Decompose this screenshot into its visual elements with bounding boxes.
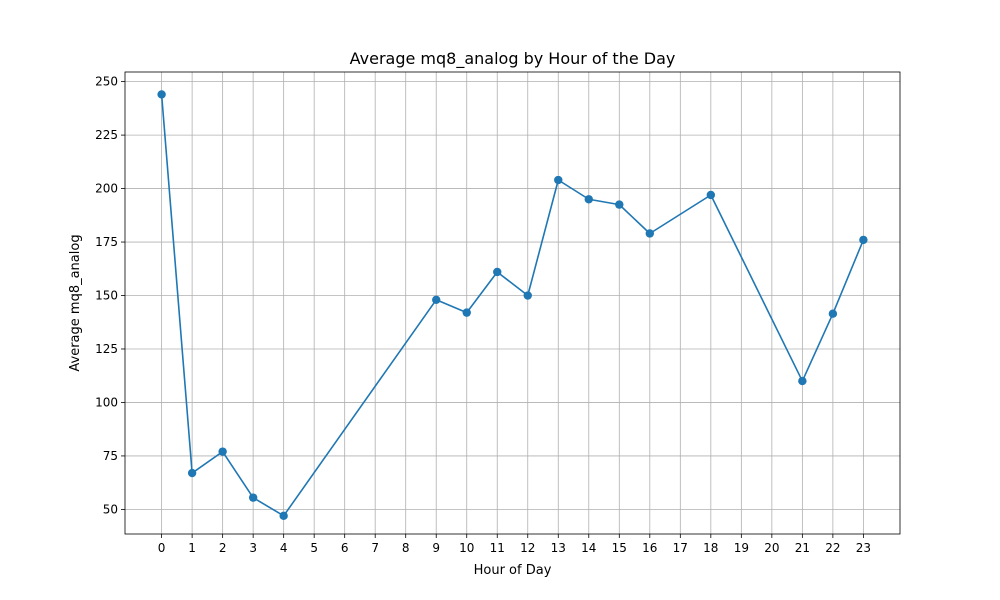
plot-frame: [124, 71, 901, 535]
data-point: [493, 267, 502, 277]
data-point: [523, 291, 532, 300]
x-tick-label: 18: [703, 541, 718, 555]
x-tick-label: 20: [764, 541, 779, 555]
x-tick-label: 23: [856, 541, 871, 555]
data-point: [218, 447, 227, 456]
data-point: [157, 90, 166, 99]
x-tick-label: 16: [642, 541, 657, 555]
data-point: [828, 309, 838, 318]
y-tick-label: 200: [95, 182, 118, 196]
x-tick-label: 12: [520, 541, 535, 555]
x-tick-label: 21: [795, 541, 810, 555]
y-tick-label: 75: [103, 449, 118, 463]
x-tick-label: 17: [673, 541, 688, 555]
x-tick-label: 4: [280, 541, 288, 555]
data-point: [432, 295, 441, 304]
y-tick-label: 100: [95, 395, 118, 409]
y-tick-label: 225: [95, 128, 118, 142]
data-point: [645, 229, 655, 238]
y-axis-title: Average mq8_analog: [68, 234, 83, 371]
x-tick-label: 11: [490, 541, 505, 555]
axis-layer: 0 1 2 3 4 5 6 7 8 9 10 11 12 13 14 15 16 17 18 19 20 21 22 2350…: [95, 75, 871, 555]
data-point: [859, 235, 868, 245]
data-point: [248, 493, 258, 502]
x-tick-label: 7: [371, 541, 379, 555]
x-tick-label: 9: [432, 541, 440, 555]
data-point: [554, 175, 563, 185]
data-point: [584, 195, 593, 204]
y-tick-label: 175: [95, 235, 118, 249]
x-tick-label: 14: [581, 541, 596, 555]
y-tick-label: 125: [95, 342, 118, 356]
x-tick-label: 5: [310, 541, 318, 555]
x-tick-label: 19: [734, 541, 749, 555]
data-point: [615, 200, 624, 209]
y-tick-label: 150: [95, 289, 118, 303]
series-layer: [157, 90, 868, 521]
x-axis-title: Hour of Day: [474, 563, 552, 578]
series-line: [160, 94, 865, 517]
x-tick-label: 10: [459, 541, 474, 555]
x-tick-label: 8: [402, 541, 410, 555]
x-tick-label: 15: [612, 541, 627, 555]
x-tick-label: 2: [219, 541, 227, 555]
data-point: [706, 190, 716, 200]
chart-title: Average mq8_analog by Hour of the Day: [350, 49, 676, 69]
data-point: [798, 376, 807, 386]
y-tick-label: 250: [95, 75, 118, 89]
x-tick-label: 22: [825, 541, 840, 555]
x-tick-label: 0: [158, 541, 166, 555]
grid-layer: [125, 72, 900, 534]
y-tick-label: 50: [103, 502, 118, 516]
data-point: [187, 468, 197, 478]
x-tick-label: 1: [188, 541, 196, 555]
x-tick-label: 13: [551, 541, 566, 555]
data-point: [279, 511, 288, 521]
x-tick-label: 6: [341, 541, 349, 555]
data-point: [462, 308, 471, 317]
x-tick-label: 3: [249, 541, 257, 555]
